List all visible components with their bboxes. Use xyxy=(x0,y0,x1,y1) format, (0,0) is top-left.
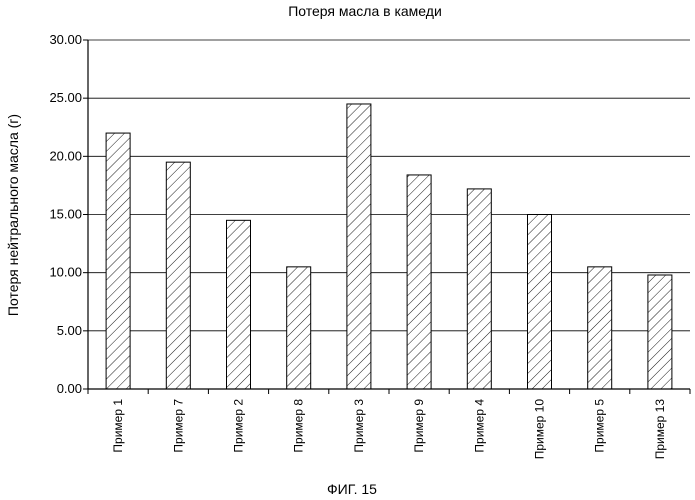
y-tick-label: 20.00 xyxy=(49,148,82,163)
x-tick-label: Пример 7 xyxy=(171,399,185,453)
y-axis-ticks: 0.00 5.00 10.00 15.00 20.00 25.00 30.00 xyxy=(49,32,88,396)
figure-caption: ФИГ. 15 xyxy=(327,481,377,497)
y-tick-label: 5.00 xyxy=(57,323,82,338)
bar xyxy=(287,267,311,389)
x-axis-ticks: Пример 1 Пример 7 Пример 2 Пример 8 Пример 3… xyxy=(88,389,690,459)
x-tick-label: Пример 9 xyxy=(412,399,426,453)
y-tick-label: 10.00 xyxy=(49,265,82,280)
x-tick-label: Пример 5 xyxy=(593,399,607,453)
x-tick-label: Пример 1 xyxy=(111,399,125,453)
x-tick-label: Пример 4 xyxy=(472,399,486,453)
bar xyxy=(347,104,371,389)
x-tick-label: Пример 10 xyxy=(533,399,547,460)
x-tick-label: Пример 2 xyxy=(232,399,246,453)
x-tick-label: Пример 13 xyxy=(653,399,667,460)
bar xyxy=(648,275,672,389)
chart-title: Потеря масла в камеди xyxy=(288,3,442,19)
y-tick-label: 0.00 xyxy=(57,381,82,396)
bars xyxy=(106,104,672,389)
y-tick-label: 25.00 xyxy=(49,90,82,105)
bar xyxy=(227,220,251,389)
y-tick-label: 15.00 xyxy=(49,207,82,222)
bar xyxy=(588,267,612,389)
bar xyxy=(166,162,190,389)
y-axis-title: Потеря нейтрального масла (г) xyxy=(5,114,21,316)
y-tick-label: 30.00 xyxy=(49,32,82,47)
x-tick-label: Пример 3 xyxy=(352,399,366,453)
bar xyxy=(528,215,552,390)
bar xyxy=(467,189,491,389)
bar xyxy=(106,133,130,389)
x-tick-label: Пример 8 xyxy=(292,399,306,453)
bar xyxy=(407,175,431,389)
